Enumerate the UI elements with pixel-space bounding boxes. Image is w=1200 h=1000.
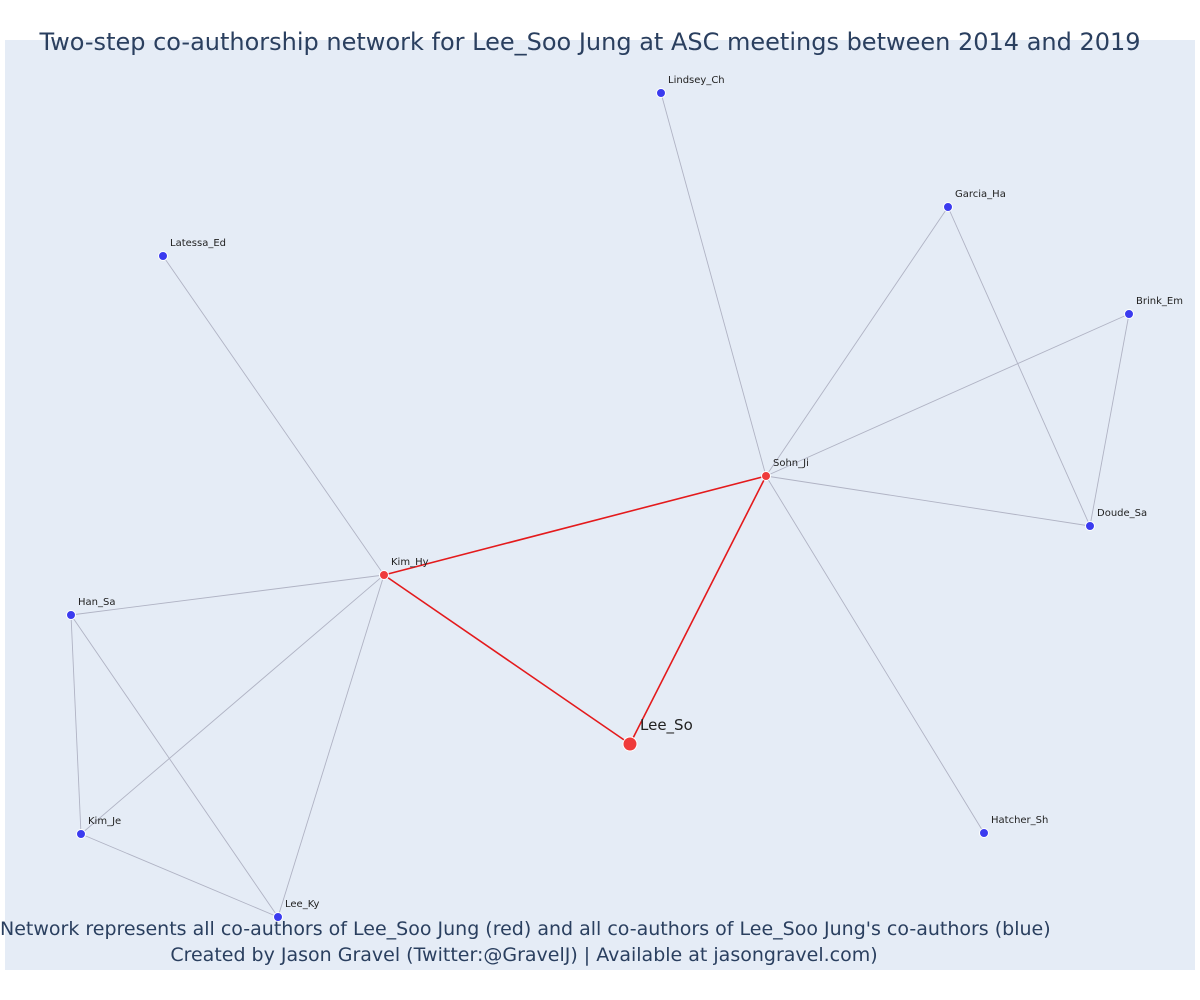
edge-kim-je-lee-ky bbox=[80, 833, 279, 918]
edge-sohn-ji-brink-em bbox=[765, 313, 1130, 477]
label-layer: Lee_So Kim_Hy Sohn_Ji Lindsey_Ch Garcia_Ha Br… bbox=[78, 75, 1183, 910]
node-han-sa[interactable] bbox=[66, 610, 76, 620]
node-label-han-sa: Han_Sa bbox=[78, 597, 115, 608]
node-sohn-ji[interactable] bbox=[761, 471, 771, 481]
node-label-sohn-ji: Sohn_Ji bbox=[773, 458, 809, 469]
caption-line-2: Created by Jason Gravel (Twitter:@Gravel… bbox=[170, 944, 878, 966]
edge-brink-em-doude-sa bbox=[1089, 313, 1130, 527]
edge-sohn-ji-lindsey-ch bbox=[660, 92, 767, 477]
edge-kim-hy-han-sa bbox=[70, 574, 385, 616]
edge-kim-hy-latessa-ed bbox=[162, 255, 385, 576]
node-doude-sa[interactable] bbox=[1085, 521, 1095, 531]
node-kim-hy[interactable] bbox=[379, 570, 389, 580]
node-hatcher-sh[interactable] bbox=[979, 828, 989, 838]
node-label-lee-so: Lee_So bbox=[640, 716, 693, 735]
node-kim-je[interactable] bbox=[76, 829, 86, 839]
edge-kim-hy-lee-ky bbox=[277, 574, 385, 918]
caption-line-1: Network represents all co-authors of Lee… bbox=[0, 918, 1051, 940]
node-label-lindsey-ch: Lindsey_Ch bbox=[668, 75, 725, 86]
edge-kim-hy-kim-je bbox=[80, 574, 385, 835]
node-label-kim-je: Kim_Je bbox=[88, 816, 121, 827]
edge-han-sa-lee-ky bbox=[70, 614, 279, 918]
edge-sohn-ji-doude-sa bbox=[765, 475, 1091, 527]
edge-sohn-ji-garcia-ha bbox=[765, 206, 949, 477]
edge-kim-hy-sohn-ji bbox=[383, 475, 767, 576]
node-layer bbox=[66, 88, 1134, 922]
node-lindsey-ch[interactable] bbox=[656, 88, 666, 98]
edge-han-sa-kim-je bbox=[70, 614, 82, 835]
node-lee-so[interactable] bbox=[622, 736, 638, 752]
page-title: Two-step co-authorship network for Lee_S… bbox=[39, 28, 1141, 56]
node-label-kim-hy: Kim_Hy bbox=[391, 557, 429, 568]
node-label-doude-sa: Doude_Sa bbox=[1097, 508, 1147, 519]
edge-sohn-ji-hatcher-sh bbox=[765, 475, 985, 834]
node-brink-em[interactable] bbox=[1124, 309, 1134, 319]
node-label-garcia-ha: Garcia_Ha bbox=[955, 189, 1006, 200]
edge-lee-so-sohn-ji bbox=[629, 475, 767, 745]
edge-garcia-ha-doude-sa bbox=[947, 206, 1091, 527]
edge-layer bbox=[70, 92, 1130, 918]
node-label-hatcher-sh: Hatcher_Sh bbox=[991, 815, 1048, 826]
node-garcia-ha[interactable] bbox=[943, 202, 953, 212]
node-lee-ky[interactable] bbox=[273, 912, 283, 922]
plot-background bbox=[5, 40, 1195, 970]
node-label-latessa-ed: Latessa_Ed bbox=[170, 238, 226, 249]
node-label-brink-em: Brink_Em bbox=[1136, 296, 1183, 307]
node-label-lee-ky: Lee_Ky bbox=[285, 899, 320, 910]
edge-lee-so-kim-hy bbox=[383, 574, 631, 745]
node-latessa-ed[interactable] bbox=[158, 251, 168, 261]
